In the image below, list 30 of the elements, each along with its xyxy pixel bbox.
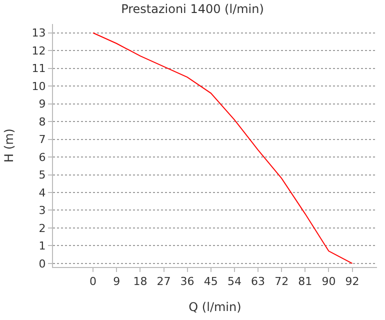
y-tick-label: 9: [38, 98, 46, 111]
x-tick-label: 63: [251, 275, 265, 288]
x-axis-title: Q (l/min): [188, 300, 242, 314]
y-tick-label: 4: [38, 186, 46, 200]
y-tick-label: 10: [32, 80, 46, 93]
line-series: [92, 32, 353, 264]
x-tick-label: 0: [90, 275, 97, 288]
x-tick-label: 45: [204, 275, 218, 288]
x-tick-label: 81: [298, 275, 312, 288]
y-tick-label: 3: [38, 204, 46, 218]
x-tick-label: 90: [322, 275, 336, 288]
x-tick-label: 18: [133, 275, 148, 288]
y-tick-label: 11: [32, 62, 46, 76]
x-tick-label: 9: [113, 275, 120, 288]
y-tick-label: 8: [38, 115, 46, 128]
chart-title: Prestazioni 1400 (l/min): [121, 2, 264, 16]
y-tick-label: 6: [38, 150, 46, 164]
x-tick-label: 72: [274, 275, 289, 288]
y-tick-label: 13: [32, 26, 46, 40]
y-tick-label: 7: [38, 133, 46, 146]
y-tick-label: 2: [38, 222, 46, 235]
x-tick-label: 54: [227, 275, 242, 288]
y-axis-title: H (m): [2, 128, 16, 162]
y-tick-label: 12: [32, 44, 46, 58]
y-tick-label: 0: [38, 257, 46, 270]
y-tick-label: 1: [38, 240, 46, 253]
x-tick-label: 27: [156, 275, 171, 288]
y-tick-label: 5: [38, 168, 46, 182]
x-tick-label: 36: [180, 275, 194, 288]
x-tick-label: 92: [345, 275, 360, 288]
